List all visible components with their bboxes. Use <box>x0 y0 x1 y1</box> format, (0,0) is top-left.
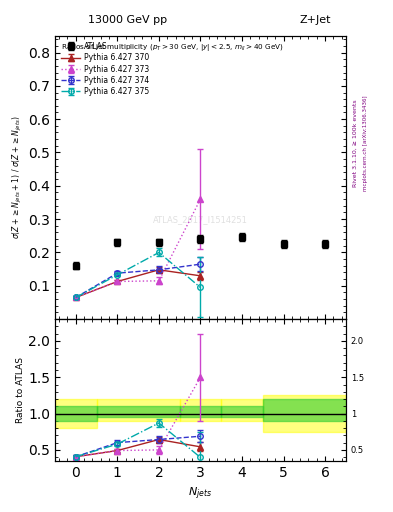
Bar <box>263 399 346 421</box>
Bar <box>180 399 221 421</box>
Bar <box>55 407 97 421</box>
Y-axis label: Ratio to ATLAS: Ratio to ATLAS <box>17 357 26 423</box>
Text: Rivet 3.1.10, ≥ 100k events: Rivet 3.1.10, ≥ 100k events <box>353 99 358 187</box>
Text: mcplots.cern.ch [arXiv:1306.3436]: mcplots.cern.ch [arXiv:1306.3436] <box>363 96 368 191</box>
Bar <box>97 407 180 417</box>
Bar <box>97 399 180 421</box>
Bar <box>221 399 263 421</box>
X-axis label: $N_{jets}$: $N_{jets}$ <box>188 485 213 502</box>
Bar <box>263 395 346 432</box>
Text: Z+Jet: Z+Jet <box>300 14 331 25</box>
Bar <box>180 407 221 417</box>
Bar <box>221 407 263 417</box>
Legend: ATLAS, Pythia 6.427 370, Pythia 6.427 373, Pythia 6.427 374, Pythia 6.427 375: ATLAS, Pythia 6.427 370, Pythia 6.427 37… <box>59 39 152 98</box>
Y-axis label: $\sigma(Z + \geq N_{jets}+1)\ /\ \sigma(Z + \geq N_{jets})$: $\sigma(Z + \geq N_{jets}+1)\ /\ \sigma(… <box>11 116 24 240</box>
Text: ATLAS_2017_I1514251: ATLAS_2017_I1514251 <box>153 216 248 224</box>
Text: Ratios of jet multiplicity ($p_T > 30$ GeV, $|y| < 2.5$, $m_{ll} > 40$ GeV): Ratios of jet multiplicity ($p_T > 30$ G… <box>61 41 284 53</box>
Bar <box>55 399 97 428</box>
Text: 13000 GeV pp: 13000 GeV pp <box>88 14 167 25</box>
